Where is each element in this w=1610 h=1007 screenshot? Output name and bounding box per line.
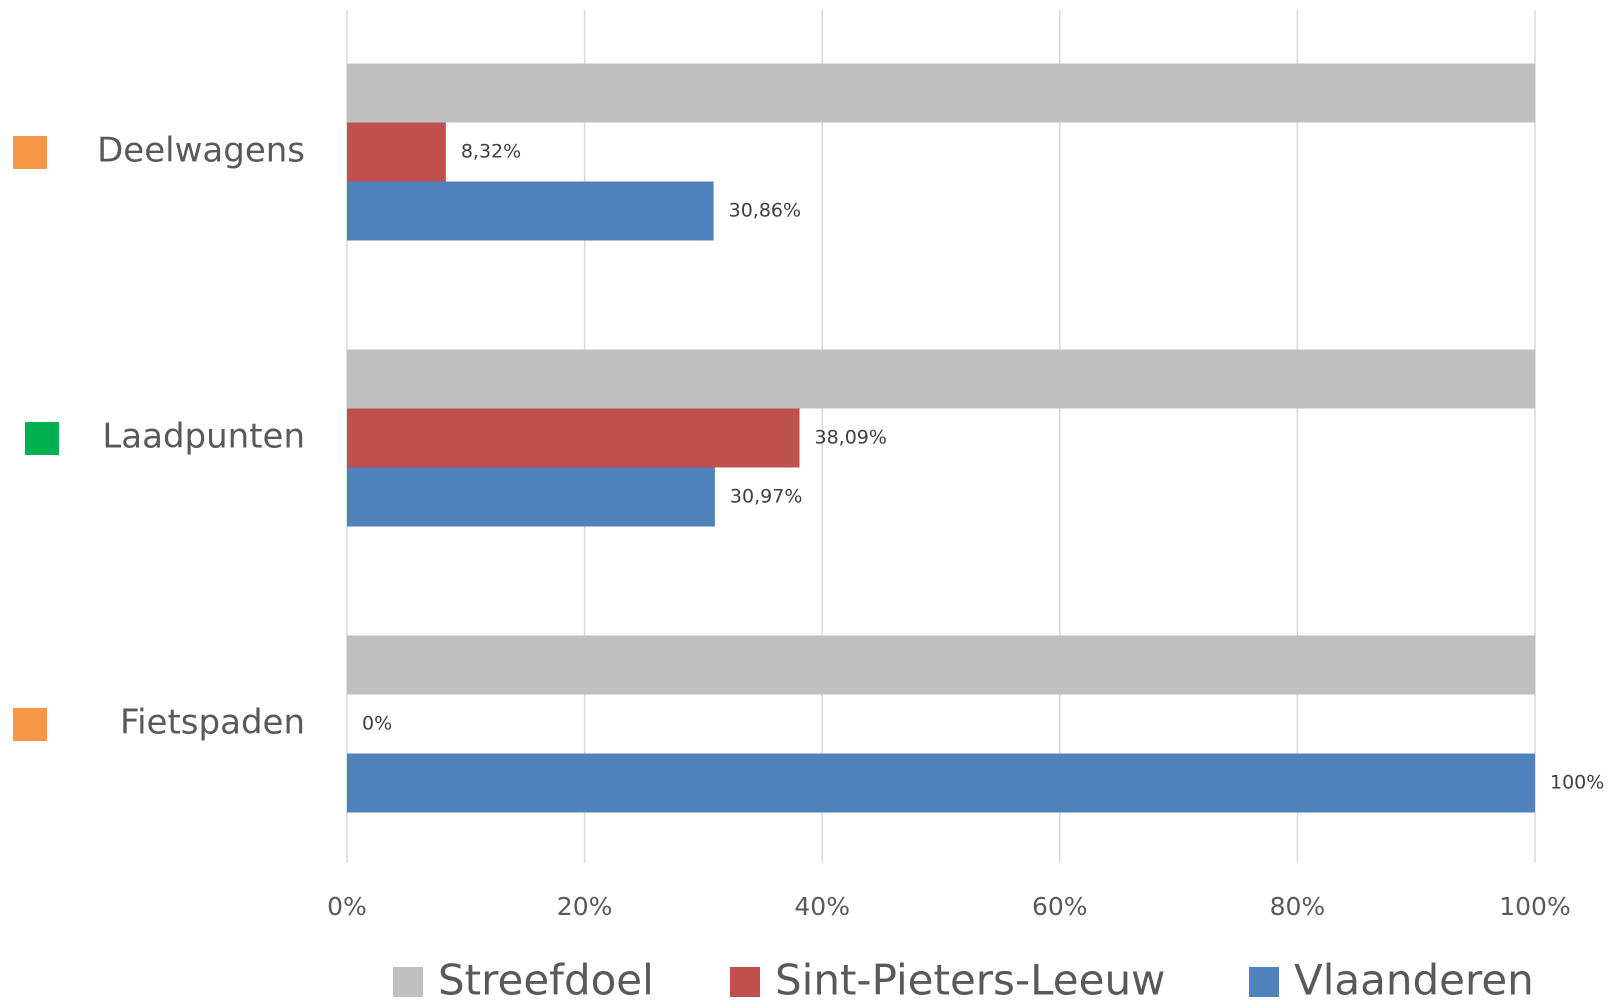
x-tick-label: 40% — [794, 892, 850, 921]
bar — [347, 349, 1535, 409]
value-label: 30,97% — [730, 486, 802, 508]
bar — [347, 122, 446, 182]
value-label: 100% — [1550, 772, 1604, 794]
legend-label: Sint-Pieters-Leeuw — [775, 956, 1165, 1004]
category-marker — [13, 708, 47, 741]
legend-label: Streefdoel — [438, 956, 654, 1004]
category-marker — [25, 422, 59, 455]
category-label: Fietspaden — [120, 703, 305, 743]
value-label: 0% — [362, 713, 392, 735]
legend-label: Vlaanderen — [1294, 956, 1534, 1004]
legend-swatch — [730, 967, 760, 997]
category-label: Deelwagens — [97, 131, 305, 171]
category-label: Laadpunten — [102, 417, 305, 457]
bar — [347, 467, 715, 527]
bar — [347, 63, 1535, 123]
category-marker — [13, 136, 47, 169]
bar — [347, 408, 800, 468]
bar — [347, 753, 1535, 813]
value-label: 8,32% — [461, 141, 521, 163]
x-tick-label: 0% — [327, 892, 367, 921]
legend-swatch — [1249, 967, 1279, 997]
value-label: 38,09% — [815, 427, 887, 449]
value-label: 30,86% — [729, 200, 801, 222]
x-tick-label: 80% — [1270, 892, 1326, 921]
x-tick-label: 20% — [557, 892, 613, 921]
bar — [347, 635, 1535, 695]
legend-swatch — [393, 967, 423, 997]
x-tick-label: 100% — [1499, 892, 1570, 921]
x-tick-label: 60% — [1032, 892, 1088, 921]
bar — [347, 181, 714, 241]
